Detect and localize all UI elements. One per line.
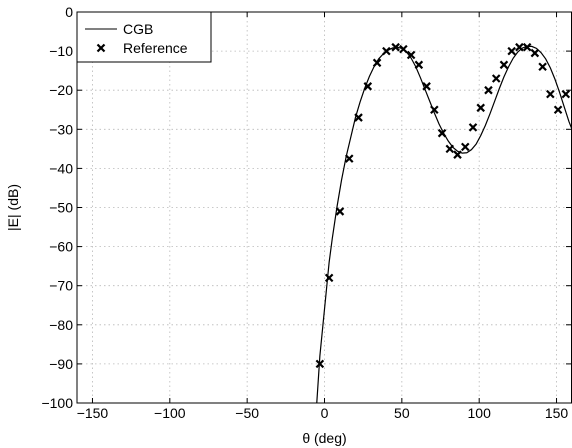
legend: CGB Reference	[76, 11, 212, 63]
x-tick-label: 0	[321, 405, 329, 421]
y-tick-label: −90	[49, 356, 73, 372]
reference-point	[484, 85, 493, 95]
reference-point	[430, 105, 439, 115]
x-axis-label: θ (deg)	[302, 430, 346, 446]
reference-point	[406, 50, 416, 60]
axis-ticks: −150 −100 −50 0 50 100 1500−10−20−30−40−50−60−…	[41, 4, 571, 421]
reference-point	[553, 105, 563, 115]
y-axis-label: |E| (dB)	[5, 184, 21, 231]
reference-point	[507, 46, 516, 56]
reference-point	[324, 273, 334, 283]
reference-point	[414, 60, 424, 70]
y-tick-label: 0	[65, 4, 73, 20]
reference-point	[354, 113, 363, 122]
y-tick-label: −20	[49, 82, 73, 98]
x-tick-label: −100	[154, 405, 186, 421]
legend-x-marker-swatch	[96, 43, 106, 53]
y-tick-label: −40	[49, 160, 73, 176]
legend-x-marker	[96, 43, 106, 53]
reference-point	[453, 150, 462, 159]
reference-point	[437, 128, 447, 138]
y-tick-label: −70	[49, 278, 73, 294]
legend-entry-reference: Reference	[123, 40, 188, 56]
reference-point	[399, 44, 408, 54]
y-tick-label: −60	[49, 239, 73, 255]
reference-point	[499, 60, 509, 70]
reference-point	[530, 48, 540, 58]
reference-point	[363, 82, 373, 91]
reference-point	[315, 359, 325, 369]
y-tick-label: −30	[49, 121, 73, 137]
y-tick-label: −80	[49, 317, 73, 333]
reference-point	[422, 82, 431, 91]
reference-point	[445, 144, 455, 154]
plot-series	[315, 42, 572, 404]
y-tick-label: −100	[41, 395, 73, 411]
reference-point	[344, 154, 354, 163]
reference-point	[382, 46, 391, 56]
reference-point	[522, 42, 532, 52]
grid-lines	[77, 11, 572, 404]
reference-point	[391, 42, 400, 52]
reference-point	[538, 62, 547, 72]
y-tick-label: −50	[49, 200, 73, 216]
reference-point	[476, 103, 486, 113]
y-tick-label: −10	[49, 43, 73, 59]
reference-point	[515, 42, 524, 52]
reference-point	[372, 58, 382, 68]
series-cgb-line	[316, 45, 572, 404]
reference-point	[561, 89, 571, 99]
reference-point	[491, 74, 501, 83]
x-tick-label: 100	[468, 405, 492, 421]
x-tick-label: 150	[545, 405, 569, 421]
legend-entry-cgb: CGB	[123, 21, 153, 37]
reference-point	[335, 207, 345, 216]
reference-point	[546, 89, 555, 99]
reference-point	[460, 142, 470, 152]
x-tick-label: 50	[394, 405, 410, 421]
x-tick-label: −150	[77, 405, 109, 421]
legend-box	[76, 11, 212, 63]
reference-point	[468, 123, 478, 132]
x-tick-label: −50	[235, 405, 259, 421]
